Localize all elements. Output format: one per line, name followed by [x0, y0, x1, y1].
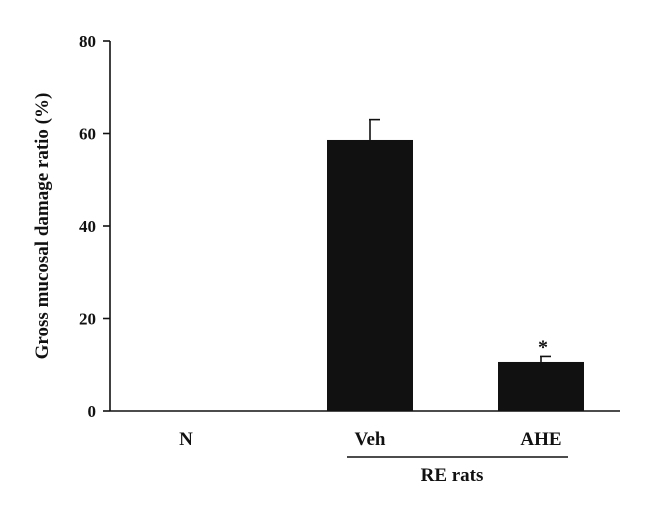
y-tick-label: 40 — [79, 217, 96, 236]
x-category-label-veh: Veh — [355, 429, 386, 450]
y-tick-label: 60 — [79, 125, 96, 144]
group-label: RE rats — [421, 465, 484, 486]
y-tick-label: 20 — [79, 310, 96, 329]
y-tick-label: 0 — [88, 402, 97, 421]
bar-veh — [327, 139, 413, 411]
x-category-label-n: N — [179, 429, 193, 450]
plot-area: 0 20 40 60 80 N Veh * AHE RE rats — [79, 32, 620, 486]
x-category-label-ahe: AHE — [520, 429, 561, 450]
bar-ahe — [498, 361, 584, 411]
y-tick-label: 80 — [79, 32, 96, 51]
y-axis-title: Gross mucosal damage ratio (%) — [32, 93, 53, 360]
significance-marker-ahe: * — [538, 336, 548, 358]
